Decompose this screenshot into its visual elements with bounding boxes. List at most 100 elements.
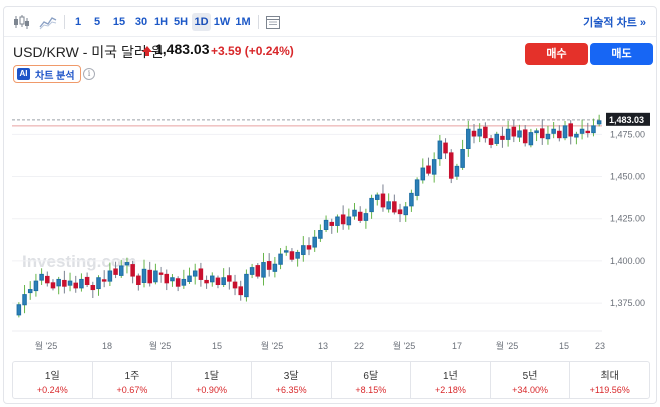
candle <box>170 274 175 287</box>
candle <box>301 236 306 262</box>
period-change: +0.24% <box>36 385 68 395</box>
timeframe-1h[interactable]: 1H <box>153 16 169 28</box>
x-axis: 월 '25 18 월 '25 15 월 '25 13 22 월 '25 17 월 '25 15 23 <box>12 330 605 351</box>
period-label: 1주 <box>124 371 140 382</box>
candle <box>574 131 579 145</box>
x-tick-label: 월 '25 <box>393 340 416 351</box>
candle <box>147 261 152 287</box>
candle <box>318 224 323 242</box>
period-label: 최대 <box>600 371 619 382</box>
candle <box>33 273 39 297</box>
candle <box>90 281 96 298</box>
candle <box>73 275 79 293</box>
candle <box>477 123 482 143</box>
candle <box>437 134 443 166</box>
toolbar-divider <box>64 15 65 29</box>
y-axis: 1,375.00 1,400.00 1,425.00 1,450.00 1,475.00… <box>606 112 650 308</box>
timeframe-30[interactable]: 30 <box>134 16 148 28</box>
timeframe-15[interactable]: 15 <box>112 16 126 28</box>
candle <box>420 158 426 184</box>
period-label: 6달 <box>363 371 379 382</box>
candle <box>101 270 107 288</box>
y-tick-label: 1,475.00 <box>610 129 645 139</box>
pair-title: USD/KRW - 미국 달러 원 <box>13 44 164 60</box>
candle <box>79 273 84 292</box>
candle <box>56 276 61 295</box>
technical-chart-link[interactable]: 기술적 차트 » <box>583 17 646 29</box>
period-change: +0.90% <box>196 385 227 395</box>
candle <box>585 122 591 138</box>
candle <box>130 260 135 284</box>
period-label: 3달 <box>283 371 299 382</box>
candle <box>579 119 585 140</box>
period-cell[interactable]: 6달 +8.15% <box>332 362 412 398</box>
candle <box>210 272 215 287</box>
candle <box>414 177 420 201</box>
chart-grid <box>12 119 602 304</box>
candle <box>323 215 329 233</box>
period-label: 1일 <box>44 371 60 382</box>
candle <box>340 205 346 230</box>
period-label: 1달 <box>204 371 219 382</box>
candle <box>335 214 340 233</box>
candle <box>50 279 56 291</box>
candle <box>557 125 562 142</box>
candle <box>596 114 602 127</box>
candles <box>16 114 602 318</box>
ai-chart-analysis-button[interactable]: AI 차트 분석 <box>13 65 81 83</box>
price-chart[interactable]: Investing.com 1,375.001,400.001,425.001,… <box>4 99 656 359</box>
period-cell[interactable]: 1일 +0.24% <box>13 362 93 398</box>
calendar-icon[interactable] <box>265 14 281 30</box>
candle <box>238 280 243 301</box>
info-icon[interactable]: i <box>83 68 95 80</box>
candle <box>255 263 261 279</box>
candle <box>283 245 289 256</box>
candle <box>295 249 300 267</box>
ai-chart-analysis-label: 차트 분석 <box>35 70 75 82</box>
period-cell[interactable]: 최대 +119.56% <box>570 362 649 398</box>
period-cell[interactable]: 3달 +6.35% <box>252 362 332 398</box>
candle <box>272 256 278 278</box>
period-cell[interactable]: 1달 +0.90% <box>172 362 252 398</box>
candle <box>392 194 397 215</box>
x-tick-label: 23 <box>595 341 605 351</box>
period-label: 5년 <box>522 371 538 382</box>
candle <box>528 128 534 148</box>
candle <box>517 124 522 142</box>
candle <box>448 149 454 184</box>
period-cell[interactable]: 5년 +34.00% <box>491 362 571 398</box>
timeframe-1m[interactable]: 1M <box>235 16 251 28</box>
timeframe-5h[interactable]: 5H <box>173 16 189 28</box>
timeframe-1d[interactable]: 1D <box>192 13 211 31</box>
chart-watermark: Investing.com <box>22 252 136 271</box>
timeframe-1[interactable]: 1 <box>74 16 82 28</box>
candle <box>107 262 113 287</box>
candle <box>204 275 209 289</box>
period-cell[interactable]: 1주 +0.67% <box>93 362 173 398</box>
candlestick-icon[interactable] <box>12 14 30 30</box>
candle <box>96 275 101 296</box>
y-tick-label: 1,425.00 <box>610 214 645 224</box>
area-chart-icon[interactable] <box>39 14 57 30</box>
timeframe-1w[interactable]: 1W <box>213 16 231 28</box>
candle <box>221 268 226 288</box>
candle <box>39 268 44 286</box>
sell-button[interactable]: 매도 <box>590 43 653 65</box>
x-tick-label: 월 '25 <box>496 340 519 351</box>
candle <box>329 218 335 234</box>
period-cell[interactable]: 1년 +2.18% <box>411 362 491 398</box>
candle <box>454 163 460 180</box>
candle <box>175 276 181 292</box>
candle <box>215 275 221 289</box>
candle <box>545 125 551 145</box>
candle <box>511 119 517 143</box>
candle <box>346 208 352 230</box>
candle <box>431 152 437 183</box>
buy-button[interactable]: 매수 <box>525 43 588 65</box>
timeframe-5[interactable]: 5 <box>93 16 101 28</box>
candle <box>27 281 33 300</box>
ai-badge: AI <box>17 68 30 80</box>
x-tick-label: 22 <box>354 341 364 351</box>
candle <box>227 267 232 290</box>
candle <box>198 262 204 287</box>
